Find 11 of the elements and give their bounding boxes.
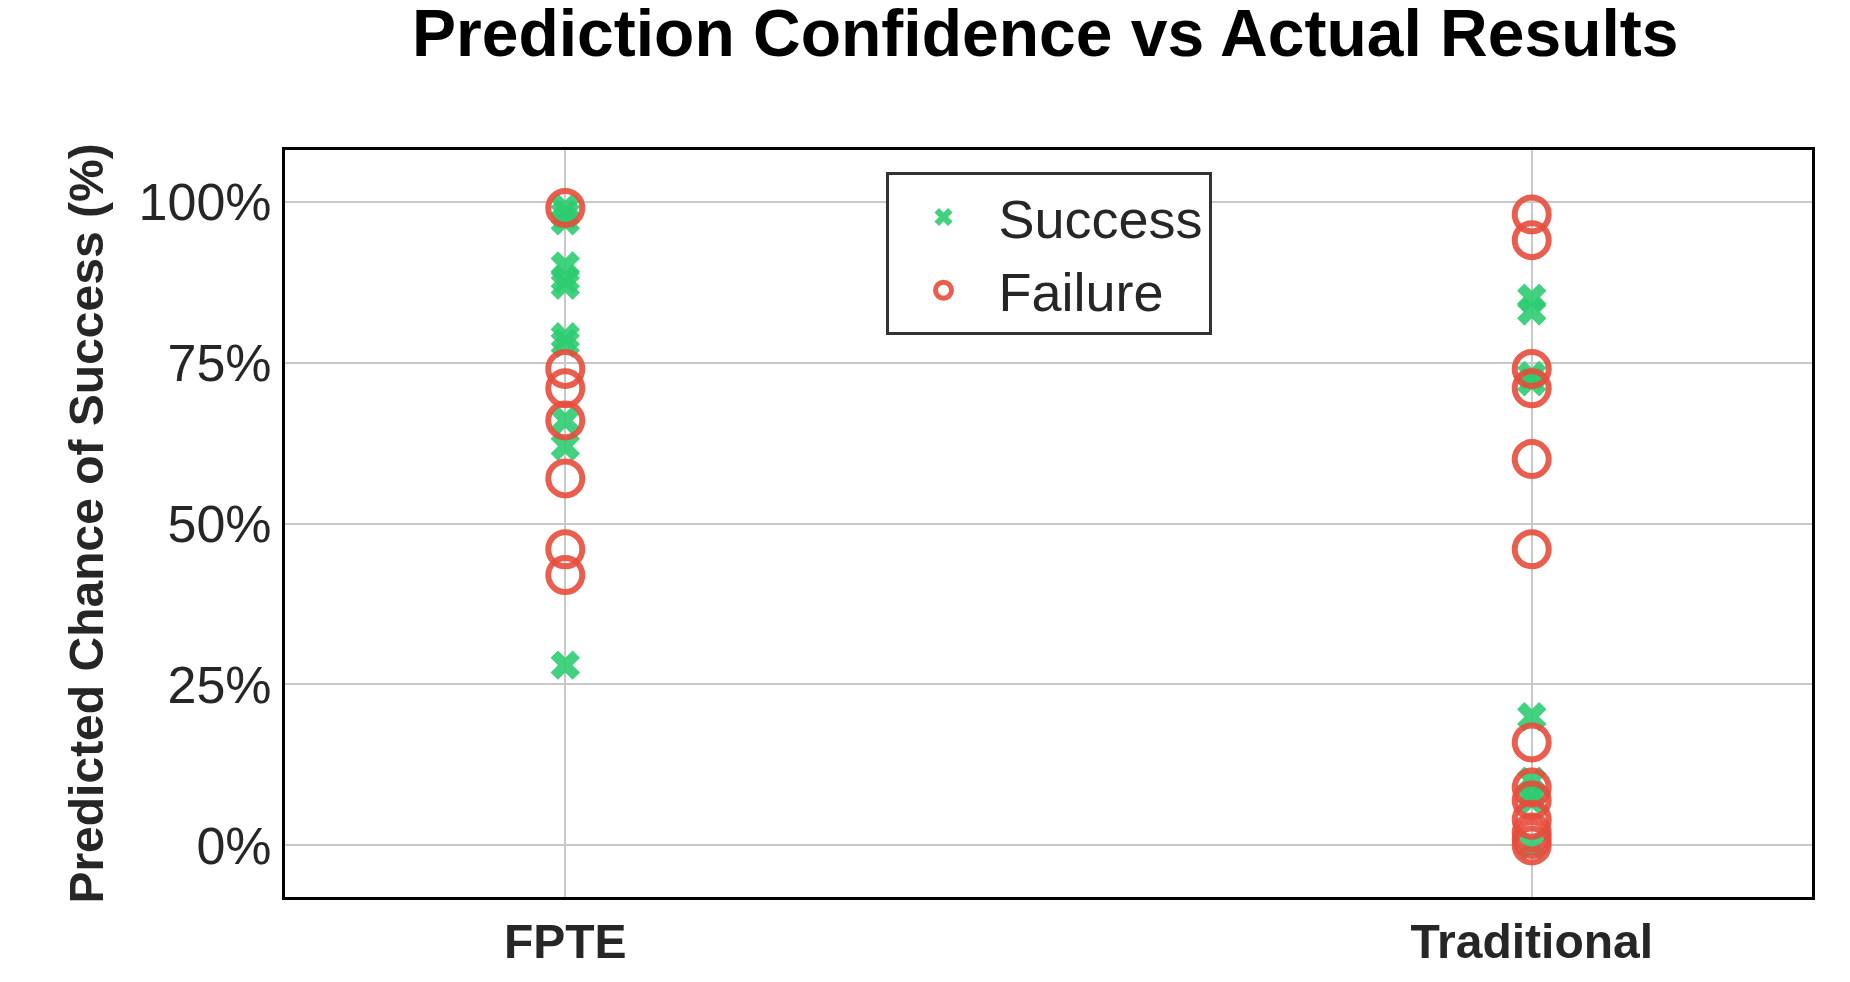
y-tick-label: 25% xyxy=(167,655,272,714)
y-tick-label: 75% xyxy=(167,333,272,392)
x-tick-label: FPTE xyxy=(503,914,627,968)
y-tick-label: 0% xyxy=(196,816,272,875)
x-tick-label: Traditional xyxy=(1410,914,1654,968)
legend-label: Failure xyxy=(998,262,1164,323)
y-tick-label: 100% xyxy=(138,172,272,231)
y-tick-label: 50% xyxy=(167,494,272,553)
y-axis-title: Predicted Chance of Success (%) xyxy=(60,143,114,904)
legend-label: Success xyxy=(998,189,1203,250)
chart-title: Prediction Confidence vs Actual Results xyxy=(411,0,1679,71)
